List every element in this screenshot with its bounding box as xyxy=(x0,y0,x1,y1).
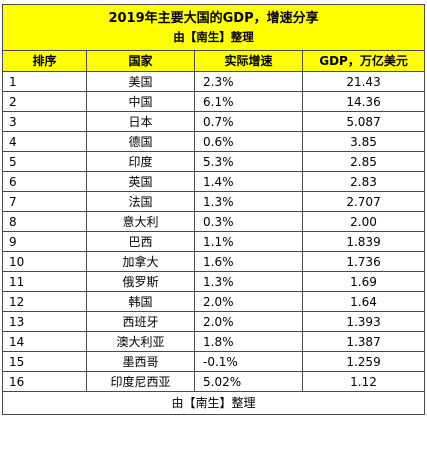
rank-cell[interactable]: 2 xyxy=(2,91,87,112)
growth-cell[interactable]: 2.3% xyxy=(194,71,303,92)
country-cell[interactable]: 加拿大 xyxy=(86,251,195,272)
table-row: 4 德国 0.6% 3.85 xyxy=(2,131,426,152)
footer-note: 由【南生】整理 xyxy=(1,391,426,415)
header-row: 排序 国家 实际增速 GDP，万亿美元 xyxy=(2,50,426,72)
table-row: 14 澳大利亚 1.8% 1.387 xyxy=(2,331,426,352)
country-cell[interactable]: 美国 xyxy=(86,71,195,92)
gdp-cell[interactable]: 1.387 xyxy=(301,331,426,352)
table-row: 7 法国 1.3% 2.707 xyxy=(2,191,426,212)
gdp-cell[interactable]: 14.36 xyxy=(301,91,426,112)
table-row: 15 墨西哥 -0.1% 1.259 xyxy=(2,351,426,372)
country-cell[interactable]: 西班牙 xyxy=(86,311,195,332)
gdp-cell[interactable]: 3.85 xyxy=(301,131,426,152)
rank-cell[interactable]: 6 xyxy=(2,171,87,192)
rank-cell[interactable]: 7 xyxy=(2,191,87,212)
gdp-cell[interactable]: 2.707 xyxy=(301,191,426,212)
country-cell[interactable]: 日本 xyxy=(86,111,195,132)
gdp-cell[interactable]: 21.43 xyxy=(301,71,426,92)
table-subtitle: 由【南生】整理 xyxy=(173,30,254,44)
growth-cell[interactable]: 1.3% xyxy=(194,271,303,292)
growth-cell[interactable]: 0.6% xyxy=(194,131,303,152)
growth-cell[interactable]: 1.4% xyxy=(194,171,303,192)
growth-cell[interactable]: 0.3% xyxy=(194,211,303,232)
rank-cell[interactable]: 8 xyxy=(2,211,87,232)
country-cell[interactable]: 德国 xyxy=(86,131,195,152)
title-cell: 2019年主要大国的GDP，增速分享 由【南生】整理 xyxy=(1,4,426,51)
rank-cell[interactable]: 16 xyxy=(2,371,87,392)
rank-cell[interactable]: 4 xyxy=(2,131,87,152)
country-cell[interactable]: 意大利 xyxy=(86,211,195,232)
country-cell[interactable]: 澳大利亚 xyxy=(86,331,195,352)
growth-cell[interactable]: 5.3% xyxy=(194,151,303,172)
gdp-cell[interactable]: 5.087 xyxy=(301,111,426,132)
table-body: 1 美国 2.3% 21.43 2 中国 6.1% 14.36 3 日本 0.7% 5.087 4 德国 0… xyxy=(2,71,426,392)
rank-cell[interactable]: 14 xyxy=(2,331,87,352)
gdp-cell[interactable]: 2.83 xyxy=(301,171,426,192)
growth-cell[interactable]: 1.3% xyxy=(194,191,303,212)
table-row: 10 加拿大 1.6% 1.736 xyxy=(2,251,426,272)
table-row: 13 西班牙 2.0% 1.393 xyxy=(2,311,426,332)
gdp-cell[interactable]: 1.69 xyxy=(301,271,426,292)
table-title: 2019年主要大国的GDP，增速分享 xyxy=(108,11,319,26)
country-cell[interactable]: 法国 xyxy=(86,191,195,212)
rank-cell[interactable]: 9 xyxy=(2,231,87,252)
rank-cell[interactable]: 12 xyxy=(2,291,87,312)
header-rank[interactable]: 排序 xyxy=(2,50,87,72)
country-cell[interactable]: 印度 xyxy=(86,151,195,172)
growth-cell[interactable]: 0.7% xyxy=(194,111,303,132)
table-row: 2 中国 6.1% 14.36 xyxy=(2,91,426,112)
gdp-cell[interactable]: 1.393 xyxy=(301,311,426,332)
rank-cell[interactable]: 15 xyxy=(2,351,87,372)
table-row: 12 韩国 2.0% 1.64 xyxy=(2,291,426,312)
table-row: 16 印度尼西亚 5.02% 1.12 xyxy=(2,371,426,392)
table-row: 1 美国 2.3% 21.43 xyxy=(2,71,426,92)
rank-cell[interactable]: 3 xyxy=(2,111,87,132)
growth-cell[interactable]: -0.1% xyxy=(194,351,303,372)
growth-cell[interactable]: 2.0% xyxy=(194,311,303,332)
country-cell[interactable]: 巴西 xyxy=(86,231,195,252)
growth-cell[interactable]: 2.0% xyxy=(194,291,303,312)
country-cell[interactable]: 中国 xyxy=(86,91,195,112)
header-country[interactable]: 国家 xyxy=(86,50,195,72)
rank-cell[interactable]: 1 xyxy=(2,71,87,92)
gdp-cell[interactable]: 1.64 xyxy=(301,291,426,312)
rank-cell[interactable]: 5 xyxy=(2,151,87,172)
header-growth[interactable]: 实际增速 xyxy=(194,50,303,72)
gdp-cell[interactable]: 2.85 xyxy=(301,151,426,172)
country-cell[interactable]: 墨西哥 xyxy=(86,351,195,372)
rank-cell[interactable]: 11 xyxy=(2,271,87,292)
rank-cell[interactable]: 10 xyxy=(2,251,87,272)
growth-cell[interactable]: 1.6% xyxy=(194,251,303,272)
table-row: 8 意大利 0.3% 2.00 xyxy=(2,211,426,232)
country-cell[interactable]: 印度尼西亚 xyxy=(86,371,195,392)
gdp-cell[interactable]: 1.259 xyxy=(301,351,426,372)
table-row: 11 俄罗斯 1.3% 1.69 xyxy=(2,271,426,292)
table-row: 9 巴西 1.1% 1.839 xyxy=(2,231,426,252)
country-cell[interactable]: 韩国 xyxy=(86,291,195,312)
country-cell[interactable]: 俄罗斯 xyxy=(86,271,195,292)
gdp-cell[interactable]: 1.839 xyxy=(301,231,426,252)
header-gdp[interactable]: GDP，万亿美元 xyxy=(301,50,426,72)
table-row: 6 英国 1.4% 2.83 xyxy=(2,171,426,192)
growth-cell[interactable]: 1.8% xyxy=(194,331,303,352)
gdp-cell[interactable]: 1.736 xyxy=(301,251,426,272)
gdp-cell[interactable]: 1.12 xyxy=(301,371,426,392)
table-row: 3 日本 0.7% 5.087 xyxy=(2,111,426,132)
gdp-cell[interactable]: 2.00 xyxy=(301,211,426,232)
growth-cell[interactable]: 1.1% xyxy=(194,231,303,252)
growth-cell[interactable]: 5.02% xyxy=(194,371,303,392)
rank-cell[interactable]: 13 xyxy=(2,311,87,332)
table-row: 5 印度 5.3% 2.85 xyxy=(2,151,426,172)
country-cell[interactable]: 英国 xyxy=(86,171,195,192)
gdp-table: 2019年主要大国的GDP，增速分享 由【南生】整理 排序 国家 实际增速 GD… xyxy=(1,4,426,415)
growth-cell[interactable]: 6.1% xyxy=(194,91,303,112)
